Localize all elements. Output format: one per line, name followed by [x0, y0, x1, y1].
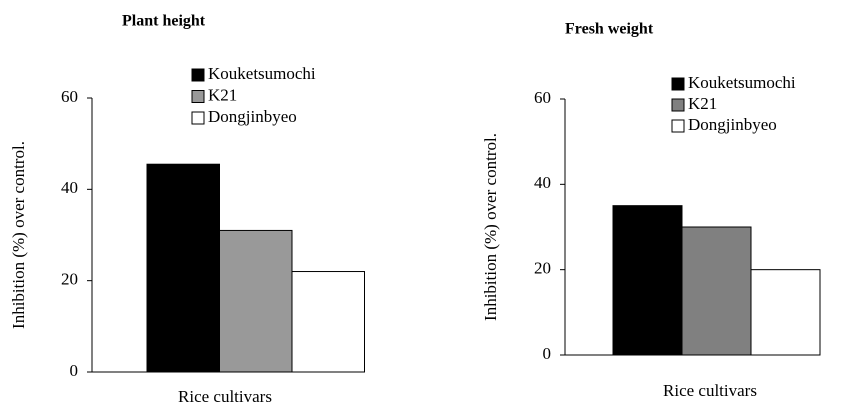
chart-title: Plant height [122, 13, 206, 30]
legend-swatch [191, 90, 205, 103]
y-tick-label: 40 [61, 178, 78, 197]
y-axis-label: Inhibition (%) over control. [9, 141, 28, 329]
legend-label: K21 [688, 94, 717, 113]
legend-label: Dongjinbyeo [208, 107, 297, 126]
y-tick-label: 20 [534, 259, 551, 278]
legend-label: Kouketsumochi [688, 73, 796, 92]
bar [219, 229, 293, 373]
x-category-label: Rice cultivars [663, 381, 757, 400]
legend-swatch [671, 98, 685, 112]
y-tick-label: 0 [70, 361, 79, 380]
legend-swatch [191, 68, 205, 82]
legend-swatch [191, 111, 205, 125]
legend-swatch [671, 119, 685, 133]
y-axis-label: Inhibition (%) over control. [481, 133, 500, 321]
legend-label: Kouketsumochi [208, 64, 316, 83]
y-tick-label: 60 [534, 88, 551, 107]
y-tick-label: 20 [61, 270, 78, 289]
y-tick-label: 60 [61, 87, 78, 106]
bar [750, 269, 821, 356]
chart: Fresh weight Inhibition (%) over control.… [481, 21, 821, 400]
legend-swatch [671, 77, 685, 91]
legend-label: K21 [208, 85, 237, 104]
bar [291, 271, 365, 373]
x-category-label: Rice cultivars [178, 387, 272, 406]
y-tick-label: 0 [543, 344, 552, 363]
chart: Plant height Inhibition (%) over control.… [9, 13, 365, 406]
chart-title: Fresh weight [565, 21, 654, 38]
bar [681, 226, 752, 356]
bar [612, 205, 683, 356]
y-tick-label: 40 [534, 173, 551, 192]
legend-label: Dongjinbyeo [688, 115, 777, 134]
bar [146, 163, 220, 373]
